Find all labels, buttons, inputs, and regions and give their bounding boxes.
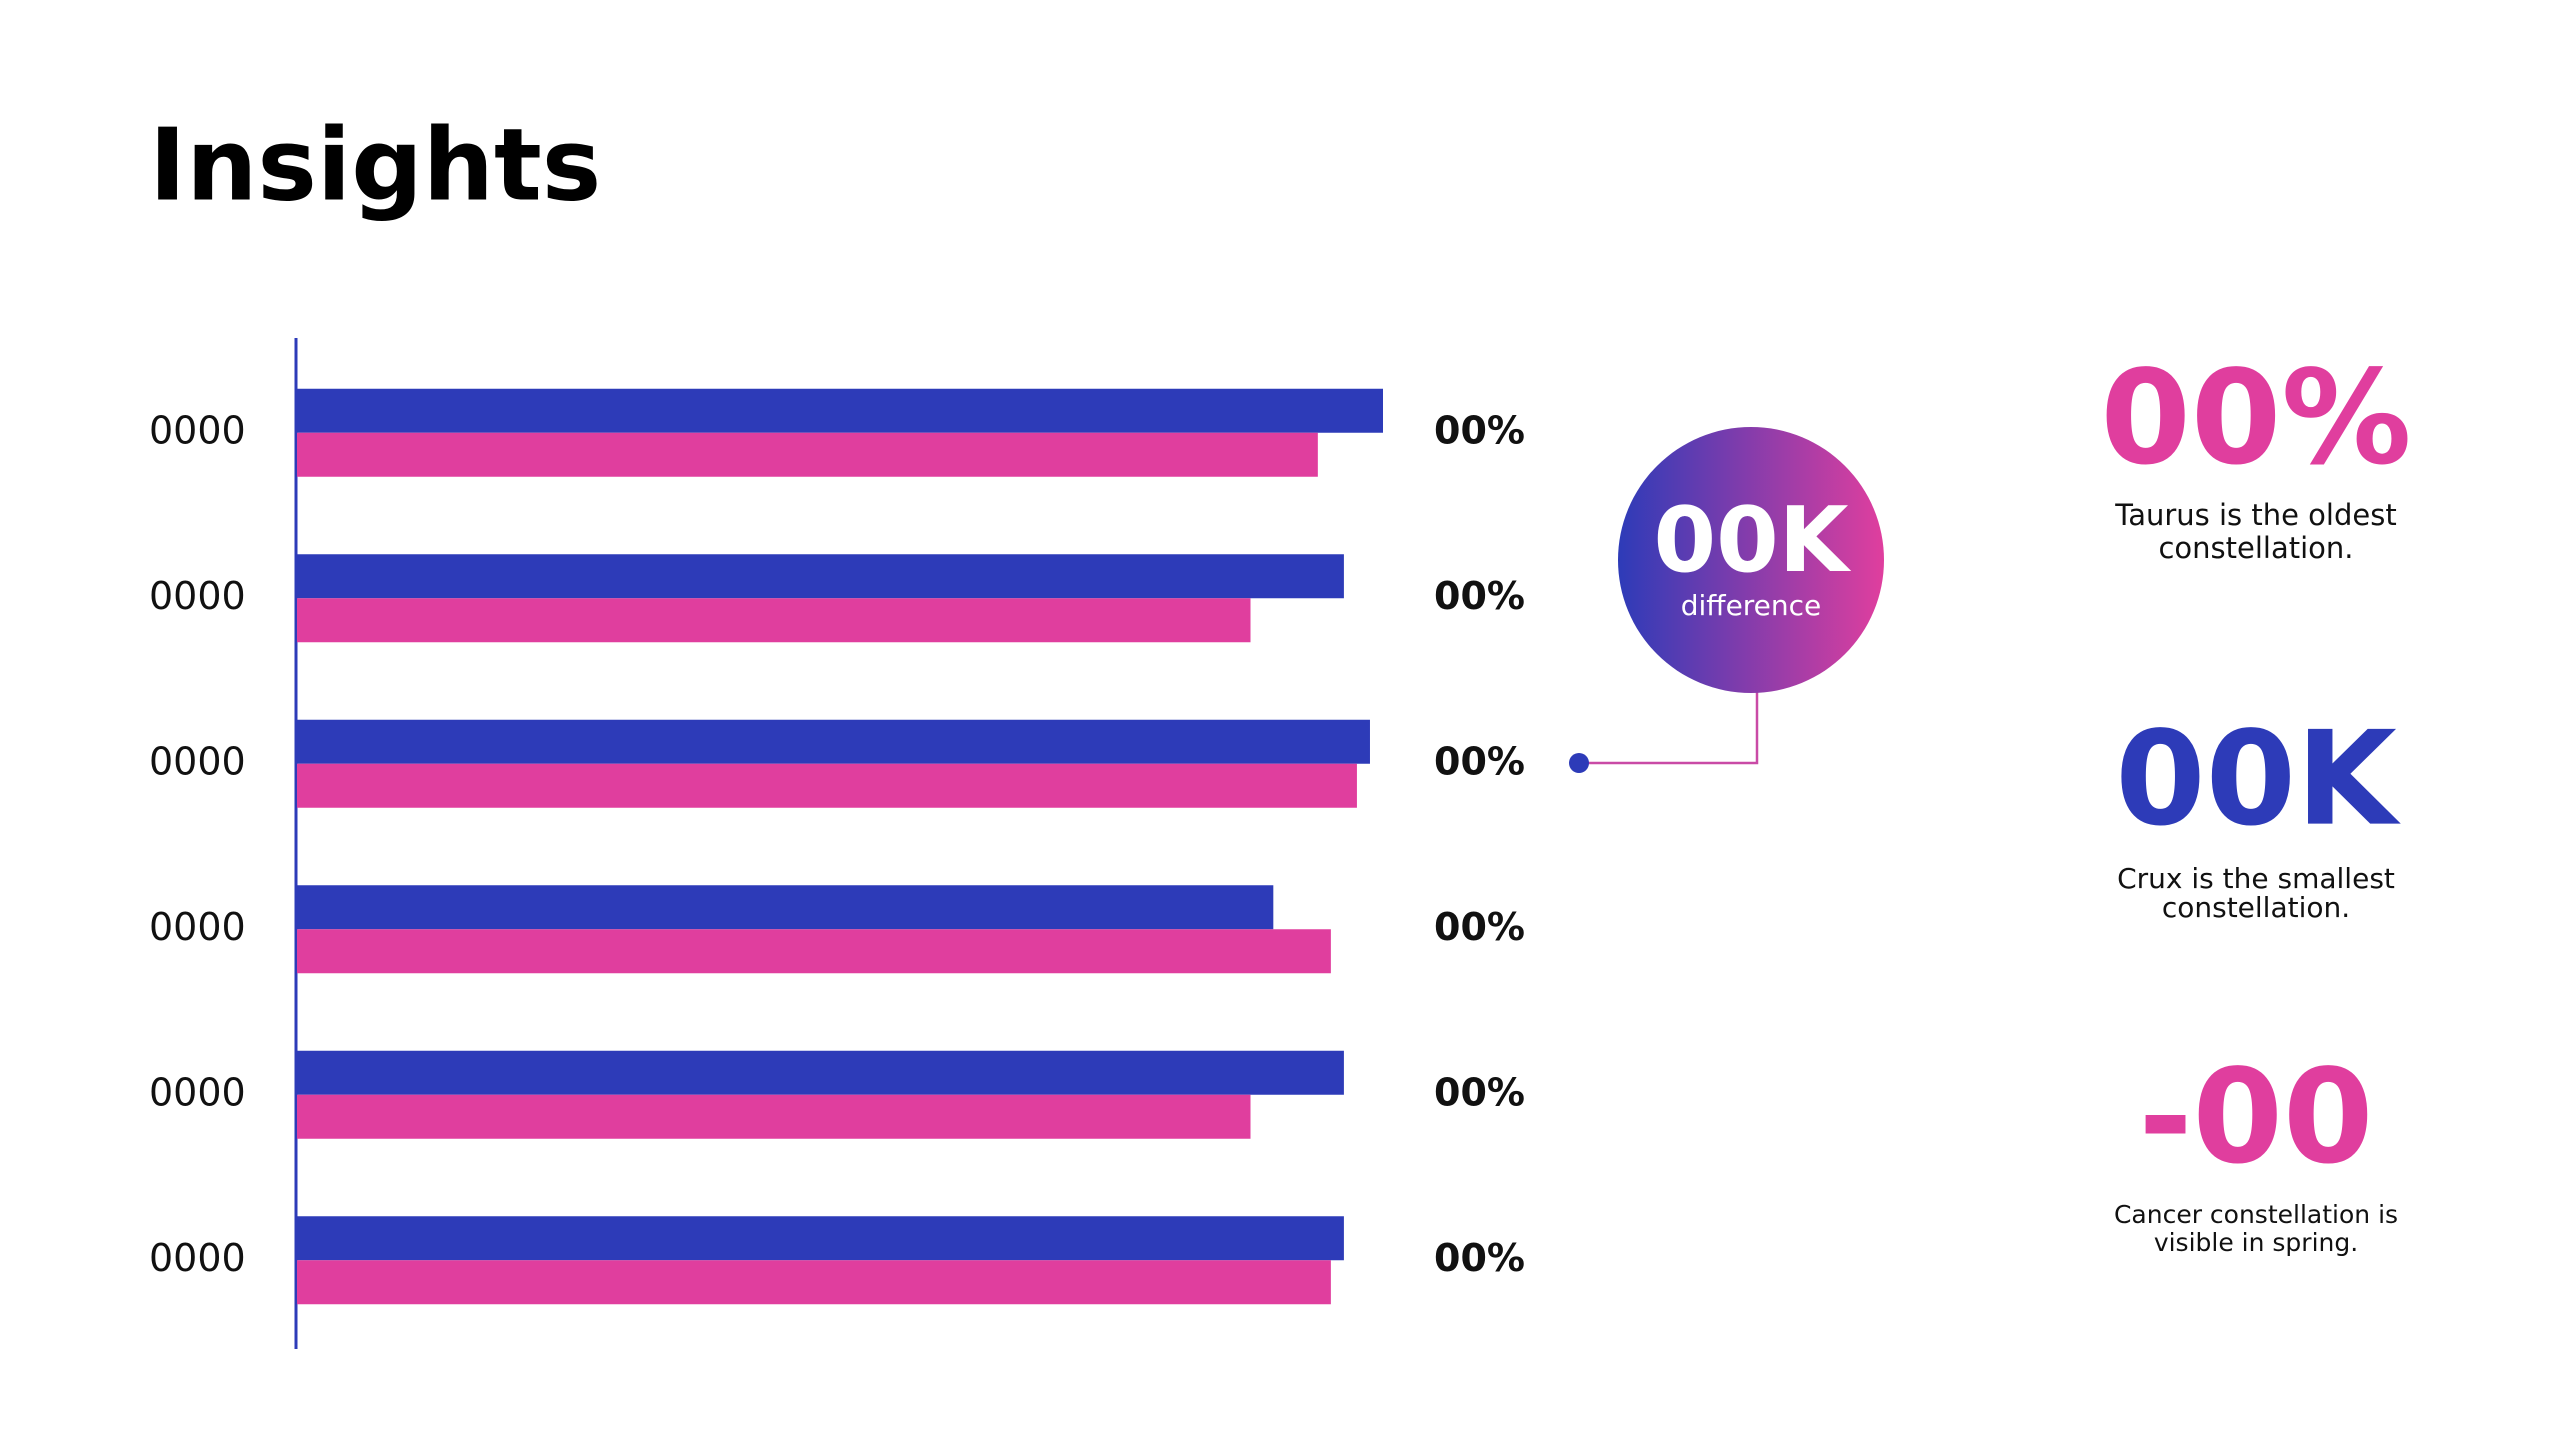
bar bbox=[297, 1260, 1331, 1305]
category-label: 0000 bbox=[149, 1070, 246, 1114]
stat-caption: Taurus is the oldest bbox=[2114, 498, 2396, 532]
callout-value: 00K bbox=[1654, 488, 1852, 593]
row-annotation: 00% bbox=[1434, 1070, 1525, 1114]
title: Insights bbox=[149, 106, 601, 223]
stat-caption: Cancer constellation is bbox=[2114, 1200, 2398, 1229]
bar bbox=[297, 1216, 1344, 1261]
category-label: 0000 bbox=[149, 574, 246, 618]
bar bbox=[297, 719, 1370, 764]
row-annotation: 00% bbox=[1434, 1236, 1525, 1280]
row-annotation: 00% bbox=[1434, 408, 1525, 452]
stat-caption: visible in spring. bbox=[2154, 1228, 2358, 1257]
row-annotation: 00% bbox=[1434, 574, 1525, 618]
bar bbox=[297, 1094, 1251, 1139]
callout-circle bbox=[1618, 427, 1884, 693]
bar bbox=[297, 763, 1357, 808]
category-label: 0000 bbox=[149, 905, 246, 949]
category-label: 0000 bbox=[149, 739, 246, 783]
stat-caption: constellation. bbox=[2162, 891, 2350, 924]
row-annotation: 00% bbox=[1434, 905, 1525, 949]
bar bbox=[297, 554, 1344, 599]
bar bbox=[297, 1050, 1344, 1095]
bar bbox=[297, 432, 1318, 477]
stat-value: 00% bbox=[2100, 342, 2411, 494]
stat-caption: constellation. bbox=[2158, 531, 2353, 565]
stat-value: 00K bbox=[2115, 703, 2401, 855]
bar bbox=[297, 929, 1331, 974]
stat-caption: Crux is the smallest bbox=[2117, 862, 2395, 895]
bar bbox=[297, 598, 1251, 643]
callout-label: difference bbox=[1681, 589, 1822, 622]
category-label: 0000 bbox=[149, 1236, 246, 1280]
bar bbox=[297, 388, 1383, 433]
connector bbox=[1579, 690, 1759, 765]
row-annotation: 00% bbox=[1434, 739, 1525, 783]
stat-value: -00 bbox=[2139, 1041, 2374, 1193]
connector-dot bbox=[1569, 753, 1589, 773]
bar bbox=[297, 885, 1274, 930]
category-label: 0000 bbox=[149, 408, 246, 452]
